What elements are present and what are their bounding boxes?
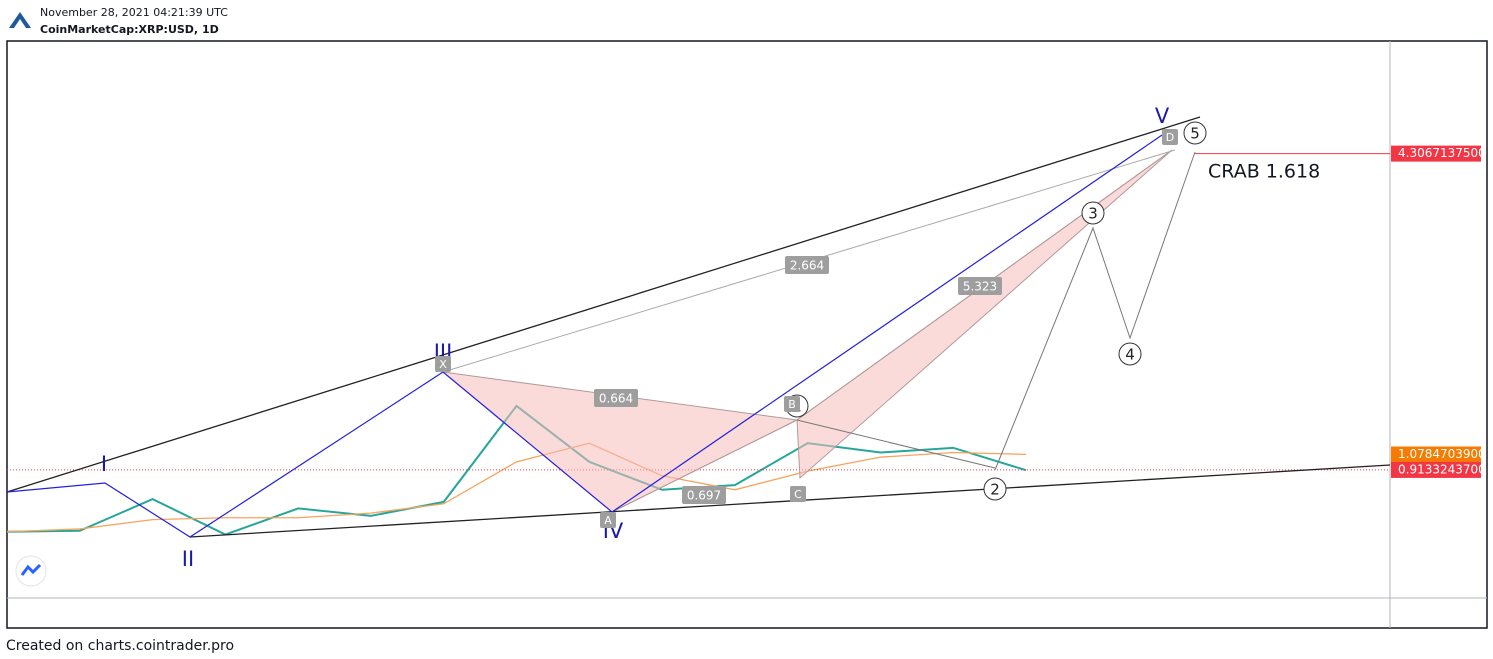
- price-tag: [1391, 461, 1481, 478]
- ratio-box: [594, 389, 638, 407]
- price-tag-label: 0.9133243700: [1398, 462, 1486, 476]
- point-label: D: [1166, 131, 1174, 144]
- ratio-box: [682, 486, 726, 504]
- point-box: [784, 396, 800, 412]
- price-tag-label: 4.3067137500: [1398, 146, 1486, 160]
- wave-label: I: [101, 452, 107, 476]
- drawings: [6, 116, 1391, 538]
- point-label: X: [439, 358, 447, 371]
- count-label: 5: [1190, 125, 1200, 143]
- ratio-label: 0.664: [599, 392, 633, 406]
- symbol: CoinMarketCap:XRP:USD, 1D: [40, 23, 219, 36]
- count-label: 2: [990, 481, 1000, 499]
- wave-label: II: [182, 547, 194, 571]
- point-label: A: [604, 514, 612, 527]
- point-box: [600, 512, 616, 528]
- ratio-box: [785, 256, 829, 274]
- pattern-label: CRAB 1.618: [1208, 161, 1320, 183]
- ratio-box: [958, 277, 1002, 295]
- ratio-label: 5.323: [963, 280, 997, 294]
- price-tag-label: 1.0784703900: [1398, 447, 1486, 461]
- count-circle: [983, 477, 1007, 501]
- price-line: [6, 442, 1027, 533]
- point-label: B: [788, 398, 796, 411]
- point-box: [435, 356, 451, 372]
- count-circle: [1081, 201, 1105, 225]
- point-box: [790, 486, 806, 502]
- timestamp: November 28, 2021 04:21:39 UTC: [40, 6, 228, 19]
- count-label: 4: [1125, 346, 1135, 364]
- point-box: [1162, 129, 1178, 145]
- count-label: 3: [1088, 205, 1098, 223]
- count-circle: [1183, 121, 1207, 145]
- annotations: IIIIIIIVV12345XABCD0.6640.6972.6645.323C…: [101, 104, 1320, 571]
- ratio-label: 2.664: [790, 259, 824, 273]
- ratio-label: 0.697: [687, 489, 721, 503]
- price-tag: [1391, 145, 1481, 162]
- logo: [9, 10, 31, 30]
- watermark-logo: [15, 555, 47, 587]
- frame: [6, 40, 1488, 629]
- footer: Created on charts.cointrader.pro: [6, 638, 234, 654]
- wave-label: V: [1155, 104, 1170, 128]
- count-circle: [1118, 342, 1142, 366]
- point-label: C: [794, 488, 802, 501]
- price-tag: [1391, 446, 1481, 463]
